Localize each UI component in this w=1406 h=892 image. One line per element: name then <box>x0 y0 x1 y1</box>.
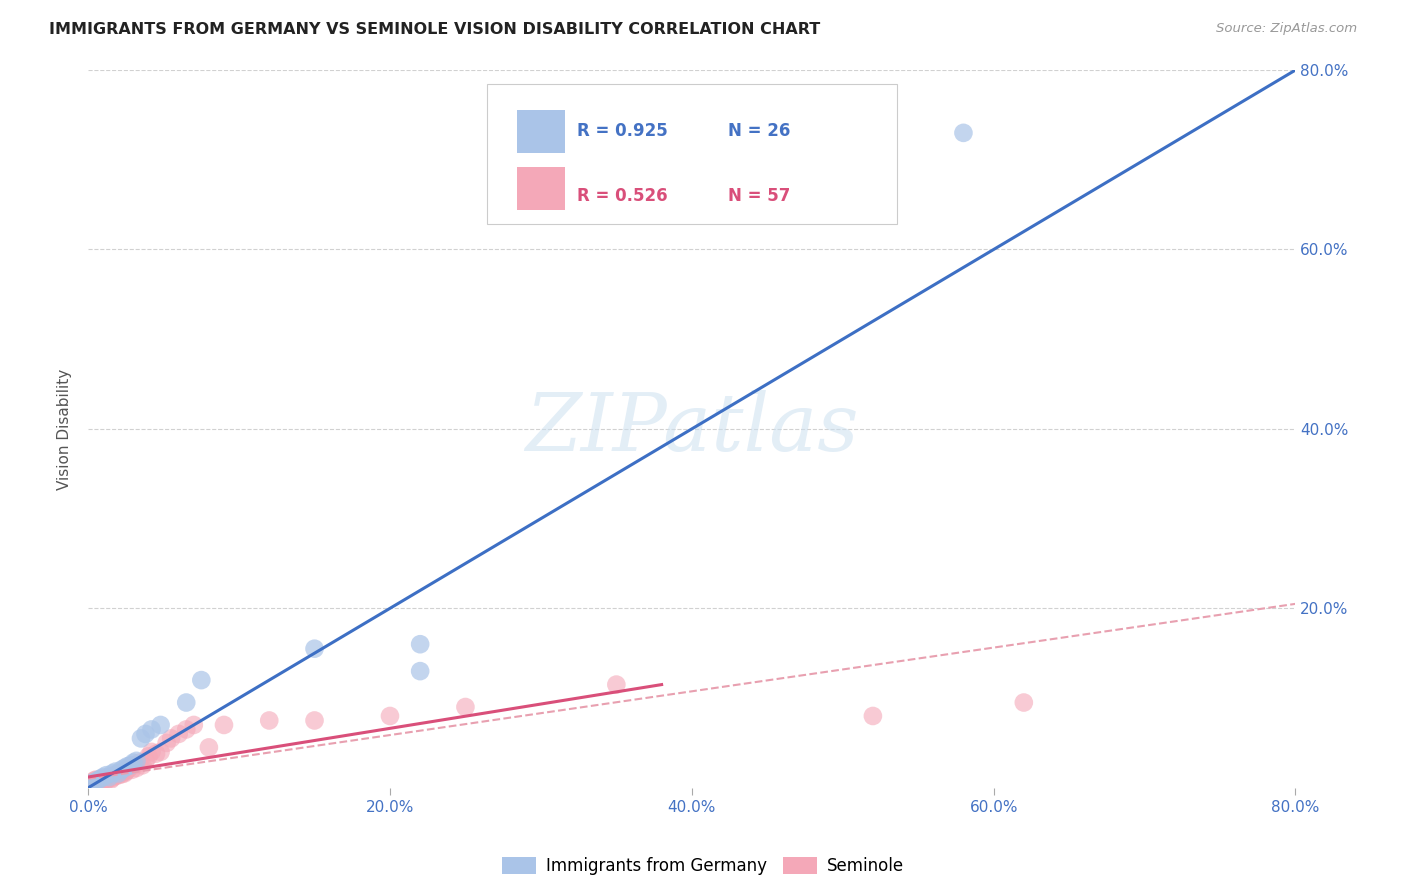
Point <box>117 763 139 777</box>
Point <box>120 758 142 772</box>
Point <box>96 773 118 788</box>
Point <box>101 771 124 785</box>
Point <box>97 772 120 786</box>
Point <box>149 745 172 759</box>
Point <box>83 773 105 788</box>
Point <box>409 664 432 678</box>
Point <box>862 709 884 723</box>
Point <box>120 759 142 773</box>
Point <box>104 764 127 779</box>
Point <box>129 731 152 746</box>
Point <box>409 637 432 651</box>
Point <box>183 718 205 732</box>
Point <box>118 761 141 775</box>
Point <box>91 770 114 784</box>
Point <box>138 749 160 764</box>
Point <box>149 718 172 732</box>
Point <box>125 754 148 768</box>
Point <box>79 776 101 790</box>
Text: IMMIGRANTS FROM GERMANY VS SEMINOLE VISION DISABILITY CORRELATION CHART: IMMIGRANTS FROM GERMANY VS SEMINOLE VISI… <box>49 22 821 37</box>
Point <box>122 756 145 770</box>
Point <box>134 727 156 741</box>
Point <box>100 770 122 784</box>
Point <box>107 766 129 780</box>
Point <box>98 770 121 784</box>
Point <box>87 772 110 787</box>
Point <box>454 700 477 714</box>
Point <box>98 770 121 784</box>
Point <box>83 775 105 789</box>
Point <box>105 767 128 781</box>
Point <box>90 772 112 786</box>
Point <box>89 773 111 788</box>
Point <box>122 758 145 772</box>
Point <box>89 772 111 786</box>
Point <box>304 641 326 656</box>
FancyBboxPatch shape <box>517 167 565 210</box>
Point <box>112 761 135 775</box>
Text: R = 0.526: R = 0.526 <box>576 186 668 204</box>
Text: ZIPatlas: ZIPatlas <box>524 390 859 467</box>
FancyBboxPatch shape <box>486 85 897 225</box>
Point <box>100 772 122 787</box>
Point <box>198 740 221 755</box>
Text: R = 0.925: R = 0.925 <box>576 122 668 140</box>
Point <box>91 772 114 787</box>
Point <box>96 768 118 782</box>
Point <box>304 714 326 728</box>
Point <box>115 764 138 779</box>
Point <box>101 766 124 780</box>
Point <box>84 775 107 789</box>
Point <box>111 764 134 779</box>
Point <box>605 677 627 691</box>
Legend: Immigrants from Germany, Seminole: Immigrants from Germany, Seminole <box>495 850 911 882</box>
Point <box>83 776 105 790</box>
Point <box>125 761 148 775</box>
Point <box>112 766 135 780</box>
Point <box>82 775 104 789</box>
Point <box>1012 696 1035 710</box>
Text: Source: ZipAtlas.com: Source: ZipAtlas.com <box>1216 22 1357 36</box>
Text: N = 26: N = 26 <box>728 122 790 140</box>
Point <box>141 745 163 759</box>
Point <box>212 718 235 732</box>
Y-axis label: Vision Disability: Vision Disability <box>58 368 72 490</box>
Point <box>141 723 163 737</box>
Point <box>378 709 401 723</box>
Point <box>110 767 132 781</box>
Point <box>86 773 108 788</box>
Point <box>103 768 125 782</box>
Point <box>131 758 153 772</box>
Text: N = 57: N = 57 <box>728 186 790 204</box>
Point <box>84 772 107 787</box>
FancyBboxPatch shape <box>517 110 565 153</box>
Point <box>257 714 280 728</box>
Point <box>160 731 183 746</box>
Point <box>80 776 103 790</box>
Point <box>952 126 974 140</box>
Point <box>128 756 150 770</box>
Point <box>110 763 132 777</box>
Point <box>145 747 167 761</box>
Point <box>94 772 117 786</box>
Point <box>104 769 127 783</box>
Point <box>87 775 110 789</box>
Point <box>174 723 197 737</box>
Point <box>190 673 212 687</box>
Point <box>156 736 179 750</box>
Point <box>107 768 129 782</box>
Point <box>117 759 139 773</box>
Point <box>80 776 103 790</box>
Point <box>90 774 112 789</box>
Point <box>108 766 131 780</box>
Point <box>121 763 143 777</box>
Point <box>174 696 197 710</box>
Point <box>167 727 190 741</box>
Point <box>134 754 156 768</box>
Point <box>86 774 108 789</box>
